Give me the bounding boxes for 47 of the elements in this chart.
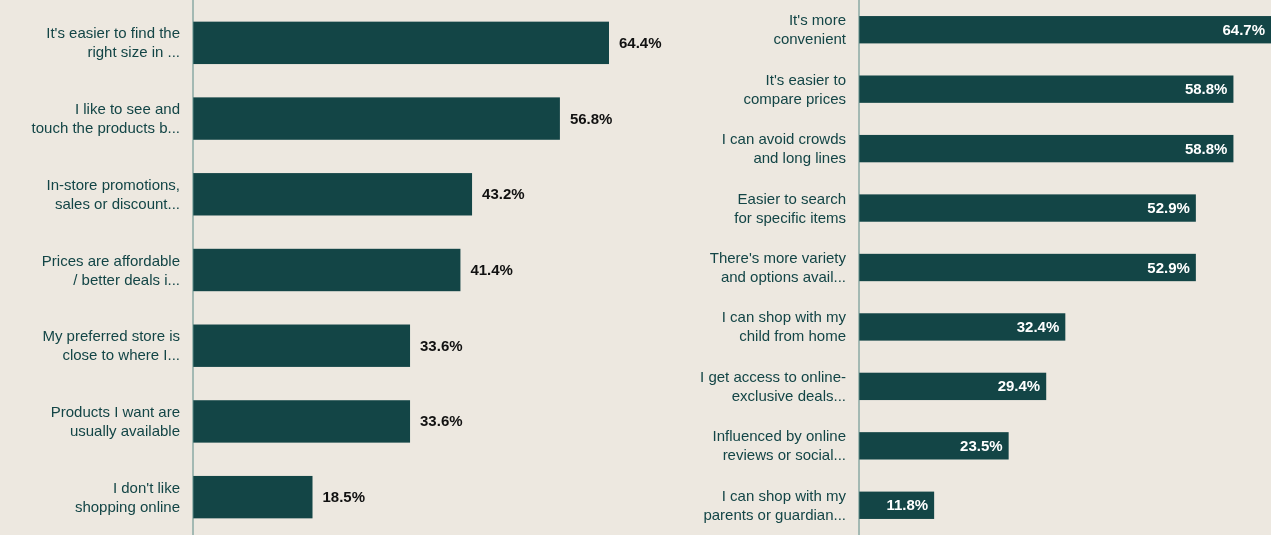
- y-tick-label: It's easier to find the right size in ...: [46, 24, 180, 61]
- bar: [859, 313, 1066, 341]
- y-tick-label: I can shop with my parents or guardian...: [703, 486, 847, 523]
- bar: [193, 21, 609, 65]
- y-tick-label: I like to see and touch the products b...: [31, 100, 180, 137]
- bar: [859, 75, 1234, 103]
- y-tick-label: I don't like shopping online: [74, 478, 180, 515]
- bar: [193, 248, 461, 292]
- y-tick-label: I get access to online- exclusive deals...: [700, 367, 846, 404]
- data-label: 41.4%: [470, 261, 513, 278]
- data-label: 11.8%: [886, 496, 929, 514]
- data-label: 58.8%: [1184, 139, 1228, 157]
- data-label: 23.5%: [960, 436, 1003, 454]
- y-tick-label: I can shop with my child from home: [721, 308, 847, 345]
- y-tick-label: It's more convenient: [773, 11, 847, 48]
- y-tick-label: It's easier to compare prices: [743, 70, 846, 107]
- bar: [859, 432, 1009, 460]
- y-tick-label: Influenced by online reviews or social...: [712, 427, 846, 464]
- data-label: 33.6%: [420, 412, 463, 430]
- data-label: 52.9%: [1147, 258, 1190, 276]
- data-label: 33.6%: [420, 336, 463, 354]
- bar: [193, 97, 560, 140]
- data-label: 64.7%: [1222, 20, 1265, 38]
- data-label: 56.8%: [569, 109, 613, 127]
- bar: [193, 173, 473, 216]
- y-tick-label: I can avoid crowds and long lines: [721, 130, 846, 167]
- bar: [859, 372, 1047, 401]
- bar: [193, 324, 411, 367]
- bar: [859, 194, 1196, 222]
- bar: [193, 400, 411, 443]
- y-tick-label: In-store promotions, sales or discount...: [46, 175, 180, 212]
- bar: [859, 134, 1234, 163]
- data-label: 18.5%: [322, 488, 366, 506]
- y-tick-label: Products I want are usually available: [50, 402, 180, 439]
- bar: [859, 253, 1196, 282]
- data-label: 58.8%: [1184, 80, 1228, 98]
- data-label: 64.4%: [619, 33, 662, 51]
- y-tick-label: My preferred store is close to where I...: [42, 327, 180, 364]
- y-tick-label: There's more variety and options avail...: [709, 249, 847, 285]
- data-label: 29.4%: [997, 377, 1041, 395]
- y-tick-label: Prices are affordable / better deals i...: [41, 251, 180, 288]
- bar: [859, 16, 1271, 44]
- data-label: 32.4%: [1016, 317, 1060, 335]
- data-label: 52.9%: [1147, 199, 1190, 217]
- y-tick-label: Easier to search for specific items: [734, 189, 846, 226]
- bar: [193, 475, 313, 519]
- data-label: 43.2%: [482, 185, 525, 203]
